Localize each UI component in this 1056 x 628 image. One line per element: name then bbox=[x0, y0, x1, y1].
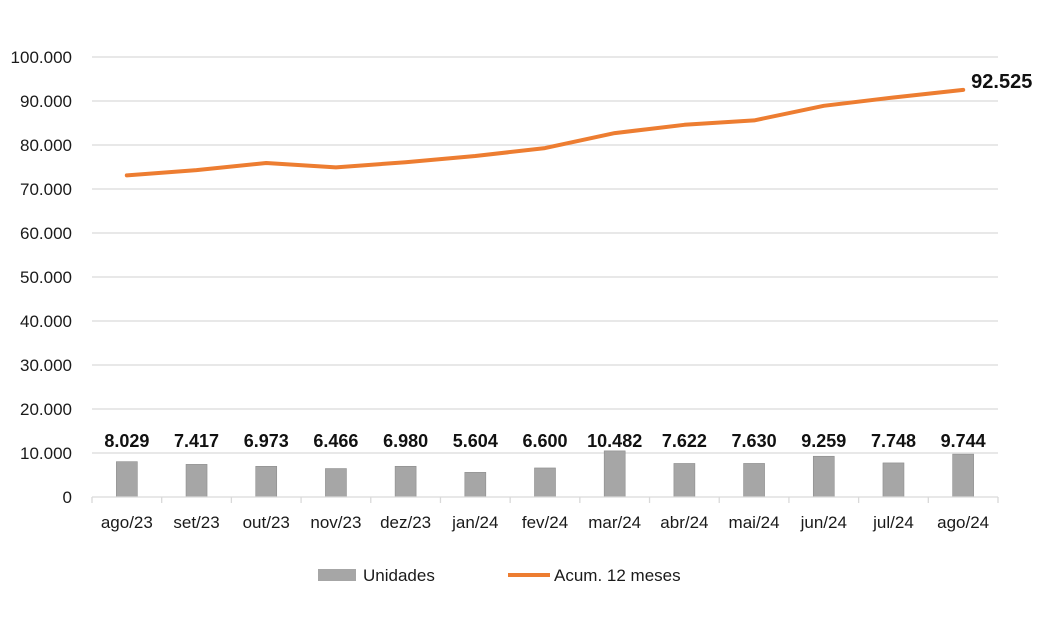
x-axis-ticks: ago/23 set/23 out/23 nov/23 dez/23 jan/24 fev/… bbox=[101, 513, 989, 532]
bar bbox=[603, 450, 626, 498]
y-tick-label: 70.000 bbox=[20, 180, 72, 199]
bar bbox=[952, 453, 974, 498]
y-tick-label: 100.000 bbox=[11, 48, 72, 67]
x-tick-label: mar/24 bbox=[588, 513, 641, 532]
bar-data-label: 10.482 bbox=[587, 431, 642, 451]
bar bbox=[116, 461, 138, 498]
y-tick-label: 50.000 bbox=[20, 268, 72, 287]
y-tick-label: 0 bbox=[63, 488, 72, 507]
bar-data-label: 6.466 bbox=[313, 431, 358, 451]
line-end-data-label: 92.525 bbox=[971, 71, 1032, 93]
bar-data-label: 6.600 bbox=[522, 431, 567, 451]
x-tick-label: abr/24 bbox=[660, 513, 708, 532]
x-tick-label: mai/24 bbox=[729, 513, 780, 532]
x-tick-label: ago/23 bbox=[101, 513, 153, 532]
bar bbox=[882, 462, 905, 498]
x-tick-label: nov/23 bbox=[310, 513, 361, 532]
x-tick-label: jan/24 bbox=[451, 513, 498, 532]
bar bbox=[534, 467, 556, 498]
bar bbox=[325, 468, 347, 498]
bar-data-label: 6.973 bbox=[244, 431, 289, 451]
bar-data-label: 6.980 bbox=[383, 431, 428, 451]
legend: Unidades Acum. 12 meses bbox=[318, 566, 681, 585]
bar-data-label: 9.259 bbox=[801, 431, 846, 451]
gridlines bbox=[92, 56, 998, 454]
bar-data-label: 8.029 bbox=[104, 431, 149, 451]
line-series: 92.525 bbox=[124, 71, 1032, 178]
bar bbox=[464, 472, 487, 498]
bar-data-label: 5.604 bbox=[453, 431, 498, 451]
legend-label-unidades: Unidades bbox=[363, 566, 435, 585]
y-tick-label: 60.000 bbox=[20, 224, 72, 243]
y-tick-label: 20.000 bbox=[20, 400, 72, 419]
x-tick-label: jul/24 bbox=[872, 513, 914, 532]
x-axis bbox=[91, 496, 999, 503]
x-tick-label: ago/24 bbox=[937, 513, 989, 532]
legend-label-acum: Acum. 12 meses bbox=[554, 566, 681, 585]
bar bbox=[743, 463, 765, 498]
legend-swatch-unidades bbox=[318, 569, 356, 581]
bar-data-label: 7.748 bbox=[871, 431, 916, 451]
y-tick-label: 90.000 bbox=[20, 92, 72, 111]
y-axis-ticks: 0 10.000 20.000 30.000 40.000 50.000 60.000 70.… bbox=[11, 48, 72, 507]
bar-data-label: 9.744 bbox=[941, 431, 986, 451]
x-tick-label: dez/23 bbox=[380, 513, 431, 532]
bar-data-labels: 8.029 7.417 6.973 6.466 6.980 5.604 6.600 10.48… bbox=[104, 431, 985, 451]
line-acum-12-meses bbox=[124, 87, 966, 178]
y-tick-label: 10.000 bbox=[20, 444, 72, 463]
x-tick-label: set/23 bbox=[173, 513, 219, 532]
bar bbox=[673, 463, 696, 498]
x-tick-label: out/23 bbox=[243, 513, 290, 532]
y-tick-label: 30.000 bbox=[20, 356, 72, 375]
x-tick-label: fev/24 bbox=[522, 513, 568, 532]
bar bbox=[812, 455, 835, 498]
x-tick-label: jun/24 bbox=[800, 513, 847, 532]
y-tick-label: 40.000 bbox=[20, 312, 72, 331]
bars bbox=[116, 450, 974, 498]
bar bbox=[185, 464, 208, 498]
bar-data-label: 7.417 bbox=[174, 431, 219, 451]
bar-data-label: 7.630 bbox=[732, 431, 777, 451]
bar bbox=[255, 466, 278, 498]
y-tick-label: 80.000 bbox=[20, 136, 72, 155]
bar-data-label: 7.622 bbox=[662, 431, 707, 451]
bar bbox=[394, 465, 417, 498]
